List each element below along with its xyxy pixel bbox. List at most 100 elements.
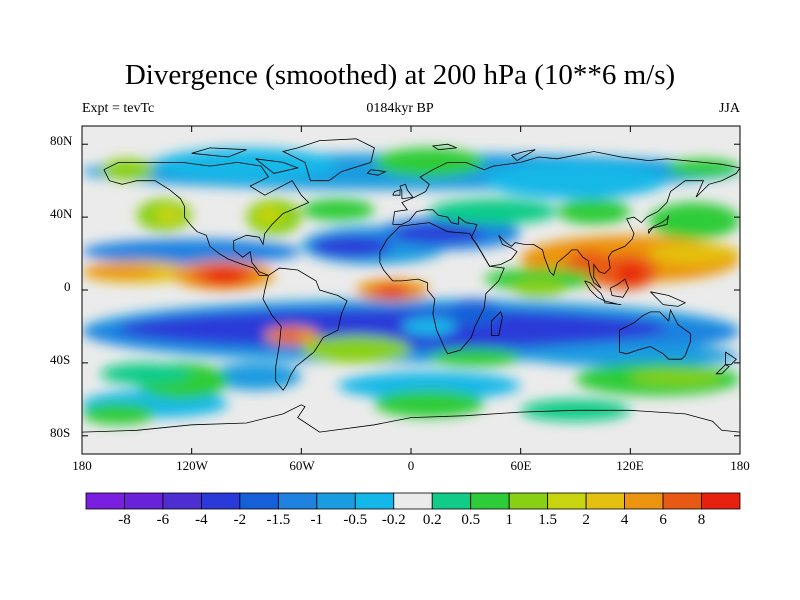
colorbar-swatch bbox=[277, 492, 318, 510]
divergence-contour bbox=[374, 390, 485, 418]
lat-tick-label: 40S bbox=[50, 352, 71, 367]
divergence-contour bbox=[310, 235, 393, 258]
coastline bbox=[609, 278, 629, 298]
coastline bbox=[604, 300, 622, 305]
divergence-contour bbox=[484, 162, 667, 199]
lat-tick-label: 40N bbox=[50, 206, 73, 221]
colorbar-label: 0.2 bbox=[422, 512, 442, 528]
colorbar-label: 1 bbox=[505, 512, 513, 528]
divergence-contour bbox=[381, 288, 404, 296]
divergence-contour bbox=[557, 198, 631, 225]
divergence-contour bbox=[301, 335, 411, 363]
divergence-contour bbox=[206, 268, 243, 283]
coastline bbox=[725, 351, 737, 366]
colorbar-label: -0.5 bbox=[343, 512, 368, 528]
lon-tick-label: 120W bbox=[176, 458, 208, 473]
colorbar-label: -4 bbox=[195, 512, 208, 528]
coastline bbox=[281, 138, 375, 182]
divergence-contour bbox=[155, 206, 183, 225]
coastline bbox=[511, 149, 536, 162]
coastline bbox=[82, 404, 740, 433]
divergence-contour bbox=[118, 308, 667, 349]
colorbar-swatch bbox=[124, 492, 164, 510]
colorbar bbox=[85, 492, 741, 510]
coastline bbox=[366, 169, 387, 176]
divergence-contour bbox=[630, 370, 722, 385]
divergence-contour bbox=[155, 147, 338, 181]
colorbar-swatch bbox=[470, 492, 510, 510]
divergence-contour bbox=[273, 330, 302, 342]
coastline bbox=[255, 158, 300, 174]
coastline bbox=[715, 364, 730, 375]
divergence-contour bbox=[301, 198, 375, 221]
divergence-contour bbox=[374, 147, 485, 178]
coastline bbox=[399, 183, 414, 200]
lon-tick-label: 60E bbox=[510, 458, 532, 473]
colorbar-swatch bbox=[624, 492, 664, 510]
colorbar-label: -1 bbox=[310, 512, 324, 528]
colorbar-swatch bbox=[354, 492, 395, 510]
coastline bbox=[650, 291, 687, 307]
divergence-contour bbox=[429, 348, 521, 367]
colorbar-swatch bbox=[201, 492, 241, 510]
lat-tick-label: 0 bbox=[64, 279, 71, 294]
colorbar-swatch bbox=[701, 492, 741, 510]
divergence-contour bbox=[615, 264, 645, 283]
colorbar-label: 6 bbox=[659, 512, 667, 528]
lon-tick-label: 180 bbox=[72, 458, 92, 473]
colorbar-label: -0.2 bbox=[381, 512, 406, 528]
coastline bbox=[103, 161, 310, 276]
colorbar-swatch bbox=[662, 492, 702, 510]
coastline bbox=[431, 143, 457, 151]
divergence-field bbox=[82, 147, 740, 425]
colorbar-label: -6 bbox=[156, 512, 170, 528]
divergence-contour bbox=[82, 402, 156, 425]
coastline bbox=[262, 267, 348, 391]
experiment-label: Expt = tevTc bbox=[82, 101, 155, 116]
divergence-contour bbox=[392, 224, 485, 243]
colorbar-swatch bbox=[85, 492, 125, 510]
coastlines bbox=[82, 138, 740, 433]
colorbar-label: 1.5 bbox=[538, 512, 557, 528]
divergence-contour bbox=[666, 158, 740, 178]
colorbar-label: -1.5 bbox=[266, 512, 291, 528]
divergence-contour bbox=[255, 206, 284, 225]
lon-tick-label: 120E bbox=[616, 458, 644, 473]
divergence-contour bbox=[520, 344, 740, 367]
chart-title: Divergence (smoothed) at 200 hPa (10**6 … bbox=[124, 59, 676, 91]
coastline bbox=[379, 222, 505, 355]
colorbar-label: 0.5 bbox=[461, 512, 481, 528]
coastline bbox=[648, 215, 670, 234]
divergence-contour bbox=[648, 202, 740, 239]
colorbar-swatch bbox=[585, 492, 625, 510]
divergence-contour bbox=[100, 362, 192, 385]
colorbar-label: 4 bbox=[620, 512, 629, 528]
lat-tick-label: 80S bbox=[50, 425, 71, 440]
divergence-contour bbox=[511, 279, 567, 298]
colorbar-label: -8 bbox=[118, 512, 131, 528]
coastline bbox=[619, 308, 691, 360]
axis-ticks bbox=[81, 126, 741, 454]
season-label: JJA bbox=[718, 101, 740, 116]
coastline bbox=[491, 311, 503, 336]
colorbar-swatch bbox=[547, 492, 587, 510]
lon-tick-label: 0 bbox=[407, 458, 415, 473]
lon-tick-label: 60W bbox=[289, 458, 315, 473]
colorbar-label: 8 bbox=[697, 512, 706, 528]
divergence-contour bbox=[209, 362, 302, 391]
divergence-contour bbox=[401, 317, 457, 336]
colorbar-label: 2 bbox=[582, 512, 590, 528]
colorbar-swatch bbox=[431, 492, 472, 510]
divergence-contour bbox=[82, 264, 156, 280]
colorbar-swatch bbox=[162, 492, 202, 510]
time-label: 0184kyr BP bbox=[366, 101, 434, 116]
lat-tick-label: 80N bbox=[50, 133, 73, 148]
coastline bbox=[191, 147, 247, 158]
colorbar-swatch bbox=[239, 492, 279, 510]
coastline bbox=[392, 189, 401, 196]
divergence-contour bbox=[429, 198, 558, 225]
divergence-contour bbox=[648, 242, 740, 265]
colorbar-swatch bbox=[316, 492, 356, 510]
divergence-contour bbox=[82, 238, 302, 265]
